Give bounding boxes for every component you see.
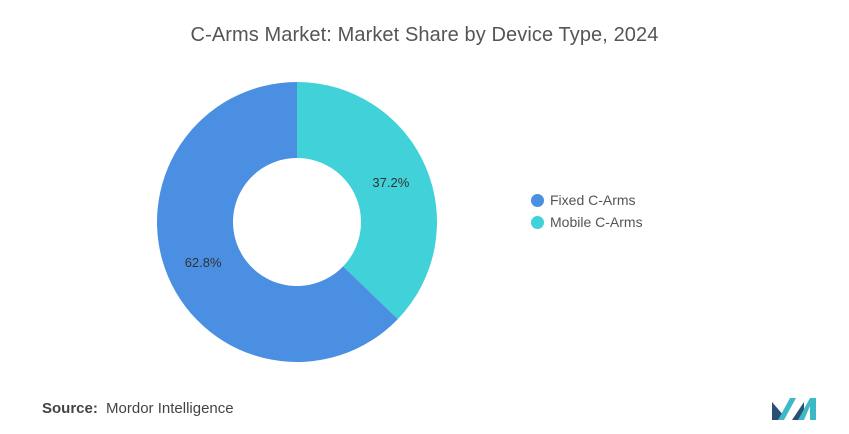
chart-title: C-Arms Market: Market Share by Device Ty… xyxy=(190,24,659,46)
legend-item-mobile-c-arms[interactable]: Mobile C-Arms xyxy=(531,211,643,233)
source-text: Mordor Intelligence xyxy=(106,400,234,417)
source-label: Source: xyxy=(42,400,98,417)
chart-legend: Fixed C-Arms Mobile C-Arms xyxy=(531,189,643,233)
donut-slices xyxy=(157,82,437,362)
legend-item-fixed-c-arms[interactable]: Fixed C-Arms xyxy=(531,189,643,211)
legend-swatch-mobile-c-arms xyxy=(531,215,544,229)
donut-slice-fixed-c-arms[interactable] xyxy=(157,82,398,362)
legend-label-mobile-c-arms: Mobile C-Arms xyxy=(550,214,643,230)
legend-label-fixed-c-arms: Fixed C-Arms xyxy=(550,192,636,208)
source-note: Source: Mordor Intelligence xyxy=(42,400,234,417)
donut-slice-mobile-c-arms[interactable] xyxy=(297,82,437,320)
slice-label-mobile-c-arms: 37.2% xyxy=(372,175,409,190)
donut-slice-labels: 37.2% 62.8% xyxy=(185,175,410,270)
mordor-intelligence-logo-icon xyxy=(772,398,816,420)
slice-label-fixed-c-arms: 62.8% xyxy=(185,255,222,270)
legend-swatch-fixed-c-arms xyxy=(531,193,544,207)
